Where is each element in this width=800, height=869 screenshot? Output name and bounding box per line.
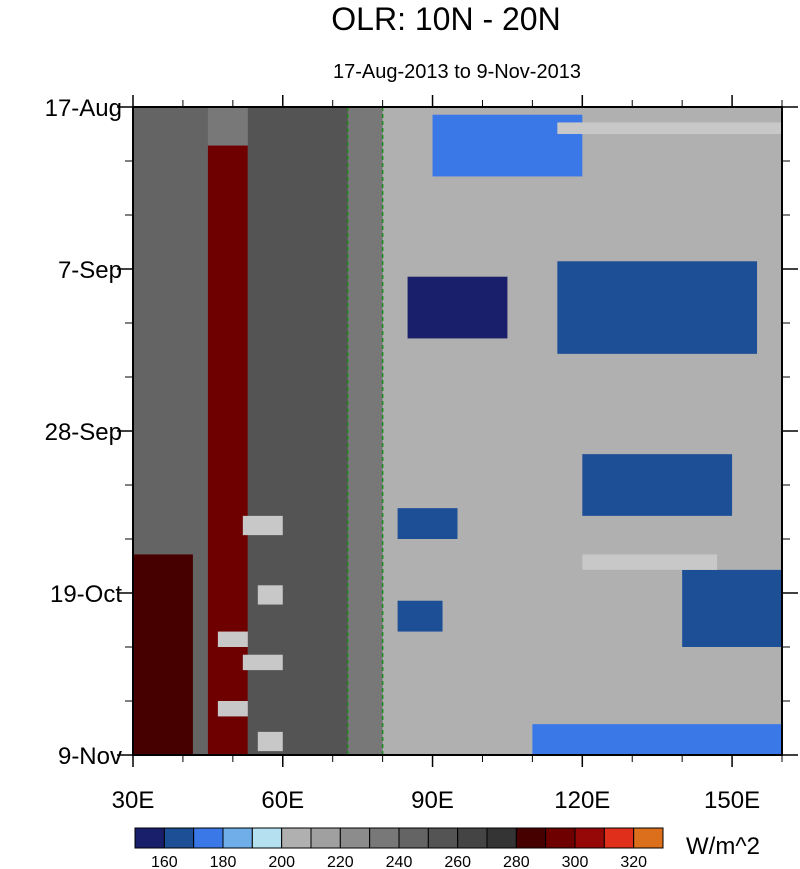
colorbar-bin-13 [515, 827, 547, 849]
colorbar-bin-12 [486, 827, 517, 849]
y-tick-label-1: 7-Sep [58, 257, 122, 284]
colorbar-bin-17 [633, 827, 664, 849]
x-tick-label-0: 30E [112, 787, 155, 814]
y-tick-label-0: 17-Aug [45, 95, 122, 122]
colorbar-label-0: 160 [151, 854, 178, 869]
colorbar-bin-2 [193, 827, 224, 849]
x-tick-label-2: 90E [411, 787, 454, 814]
colorbar-bin-7 [339, 827, 371, 849]
colorbar-bin-4 [251, 827, 283, 849]
colorbar-bin-1 [163, 827, 195, 849]
x-tick-label-1: 60E [261, 787, 304, 814]
chart-title: OLR: 10N - 20N [331, 1, 560, 37]
chart-subtitle: 17-Aug-2013 to 9-Nov-2013 [333, 61, 581, 83]
x-tick-label-3: 120E [554, 787, 610, 814]
colorbar-bin-5 [281, 827, 312, 849]
colorbar-bin-6 [310, 827, 341, 849]
olr-region-11 [397, 600, 443, 632]
missing-block-7 [257, 731, 283, 752]
axes: 30E 60E 90E 120E 150E 17-Aug 7-Sep 28-Sep 19-Oct… [45, 95, 798, 814]
colorbar-bin-0 [134, 827, 165, 849]
colorbar-bin-15 [574, 827, 605, 849]
x-tick-label-4: 150E [704, 787, 760, 814]
colorbar-units: W/m^2 [686, 833, 760, 860]
missing-block-0 [557, 122, 782, 134]
olr-region-4 [382, 107, 782, 755]
colorbar-bin-11 [457, 827, 488, 849]
colorbar-bin-8 [369, 827, 400, 849]
olr-region-9 [397, 508, 458, 539]
olr-region-6 [557, 261, 758, 354]
olr-region-8 [582, 454, 733, 516]
missing-block-1 [582, 554, 718, 570]
colorbar-label-5: 260 [444, 854, 471, 869]
colorbar-label-7: 300 [562, 854, 589, 869]
colorbar-bin-16 [603, 827, 635, 849]
colorbar-bin-9 [398, 827, 429, 849]
colorbar: 160 180 200 220 240 260 280 300 320 [134, 827, 664, 869]
colorbar-label-1: 180 [210, 854, 237, 869]
missing-block-4 [217, 631, 248, 647]
missing-block-2 [242, 515, 283, 536]
colorbar-label-2: 200 [268, 854, 295, 869]
olr-region-12 [532, 724, 782, 755]
colorbar-bin-14 [545, 827, 576, 849]
olr-region-7 [407, 276, 508, 339]
colorbar-label-3: 220 [327, 854, 354, 869]
colorbar-label-4: 240 [386, 854, 413, 869]
colorbar-bin-3 [222, 827, 253, 849]
olr-region-10 [682, 569, 782, 647]
olr-region-3 [247, 107, 348, 755]
y-tick-label-4: 9-Nov [58, 743, 122, 770]
colorbar-label-6: 280 [503, 854, 530, 869]
y-tick-label-3: 19-Oct [50, 581, 122, 608]
olr-region-2 [133, 554, 193, 755]
missing-block-6 [217, 701, 248, 717]
colorbar-label-8: 320 [620, 854, 647, 869]
missing-block-5 [242, 654, 283, 671]
y-tick-label-2: 28-Sep [45, 419, 122, 446]
plot-area [133, 107, 782, 756]
missing-block-3 [257, 585, 283, 605]
colorbar-bin-10 [427, 827, 459, 849]
olr-region-1 [207, 145, 248, 756]
